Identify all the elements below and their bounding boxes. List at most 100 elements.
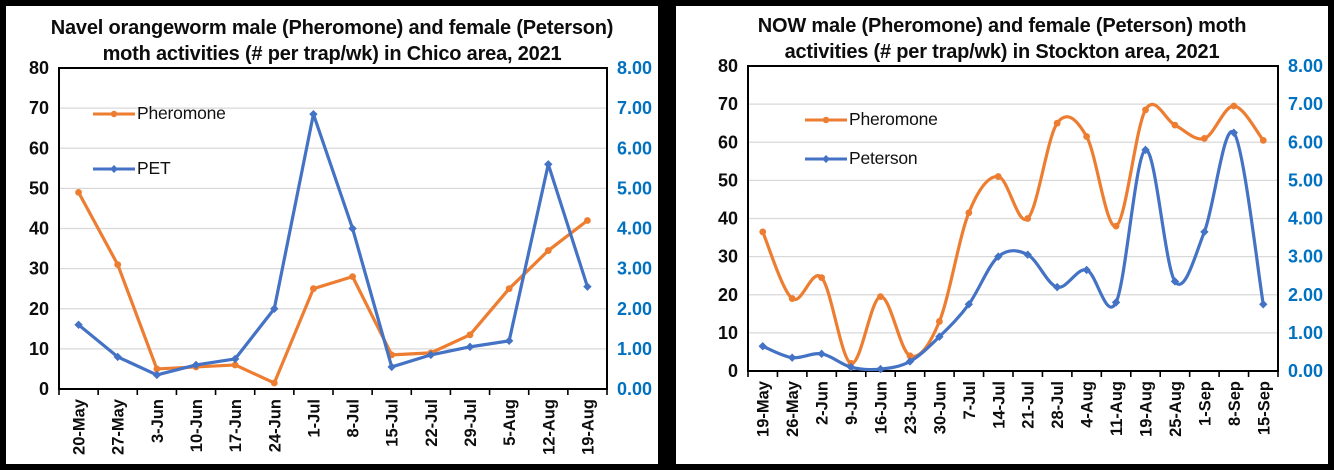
svg-text:25-Aug: 25-Aug [1167, 381, 1185, 437]
chart-title-chico: Navel orangeworm male (Pheromone) and fe… [6, 15, 658, 67]
svg-text:1-Sep: 1-Sep [1196, 381, 1214, 426]
svg-text:8-Sep: 8-Sep [1226, 381, 1244, 426]
svg-text:6.00: 6.00 [1288, 132, 1323, 152]
legend-item-peterson[interactable]: Peterson [804, 148, 938, 169]
svg-text:30-Jun: 30-Jun [931, 381, 949, 434]
svg-text:10-Jun: 10-Jun [188, 399, 206, 452]
svg-text:24-Jun: 24-Jun [266, 399, 284, 452]
x-axis-ticks [58, 389, 608, 395]
chart-title-line2: activities (# per trap/wk) in Stockton a… [784, 41, 1220, 63]
svg-text:3.00: 3.00 [617, 259, 652, 279]
y-axis-left-labels: 0 10 20 30 40 50 60 70 80 [718, 56, 738, 381]
svg-text:70: 70 [718, 94, 738, 114]
legend-item-pheromone[interactable]: Pheromone [92, 103, 226, 124]
legend-label: Pheromone [849, 109, 938, 129]
y-axis-right-labels: 0.00 1.00 2.00 3.00 4.00 5.00 6.00 7.00 8.00 [617, 58, 652, 399]
svg-text:40: 40 [718, 209, 738, 229]
svg-text:5-Aug: 5-Aug [501, 399, 519, 446]
svg-text:2.00: 2.00 [1288, 285, 1323, 305]
svg-text:7.00: 7.00 [1288, 94, 1323, 114]
svg-text:6.00: 6.00 [617, 138, 652, 158]
svg-text:15-Jul: 15-Jul [384, 399, 402, 447]
svg-text:0: 0 [728, 361, 738, 381]
svg-text:50: 50 [718, 170, 738, 190]
svg-text:20: 20 [29, 299, 49, 319]
chart-panel-stockton: NOW male (Pheromone) and female (Peterso… [676, 6, 1328, 464]
svg-text:19-Aug: 19-Aug [579, 399, 597, 455]
svg-text:12-Aug: 12-Aug [540, 399, 558, 455]
svg-text:2-Jun: 2-Jun [814, 381, 832, 425]
svg-text:3.00: 3.00 [1288, 247, 1323, 267]
legend-swatch-pheromone [93, 110, 135, 117]
svg-text:1.00: 1.00 [617, 339, 652, 359]
svg-text:8-Jul: 8-Jul [345, 399, 363, 438]
legend-swatch-pheromone [805, 116, 847, 123]
legend-label: Peterson [849, 148, 918, 168]
svg-text:0.00: 0.00 [617, 379, 652, 399]
svg-text:19-Aug: 19-Aug [1138, 381, 1156, 437]
chart-panel-chico: Navel orangeworm male (Pheromone) and fe… [6, 6, 658, 464]
svg-text:5.00: 5.00 [617, 178, 652, 198]
svg-text:3-Jun: 3-Jun [149, 399, 167, 443]
svg-text:21-Jul: 21-Jul [1020, 381, 1038, 429]
legend-item-pet[interactable]: PET [92, 158, 226, 179]
svg-text:14-Jul: 14-Jul [990, 381, 1008, 429]
svg-text:60: 60 [29, 138, 49, 158]
chart-title-line1: NOW male (Pheromone) and female (Peterso… [757, 15, 1247, 37]
svg-text:80: 80 [718, 56, 738, 76]
svg-text:4.00: 4.00 [1288, 209, 1323, 229]
svg-text:20-May: 20-May [71, 398, 89, 455]
svg-text:26-May: 26-May [784, 380, 802, 437]
svg-text:5.00: 5.00 [1288, 170, 1323, 190]
legend-chico: Pheromone PET [92, 103, 226, 179]
svg-text:60: 60 [718, 132, 738, 152]
svg-text:16-Jun: 16-Jun [873, 381, 891, 434]
svg-text:0.00: 0.00 [1288, 361, 1323, 381]
svg-text:19-May: 19-May [755, 380, 773, 437]
svg-text:0: 0 [39, 379, 49, 399]
y-axis-right-labels: 0.00 1.00 2.00 3.00 4.00 5.00 6.00 7.00 8.00 [1288, 56, 1323, 381]
series-pet[interactable] [74, 109, 592, 380]
svg-text:23-Jun: 23-Jun [902, 381, 920, 434]
svg-text:10: 10 [29, 339, 49, 359]
svg-text:4-Aug: 4-Aug [1079, 381, 1097, 428]
chart-plot-chico: 0 10 20 30 40 50 60 70 80 0.00 1.00 2.00 3.00 4.00 5.0… [29, 58, 652, 455]
gridlines [748, 103, 1278, 334]
svg-text:2.00: 2.00 [617, 299, 652, 319]
svg-text:17-Jun: 17-Jun [227, 399, 245, 452]
svg-text:80: 80 [29, 58, 49, 78]
svg-text:7.00: 7.00 [617, 98, 652, 118]
chart-title-line2: moth activities (# per trap/wk) in Chico… [102, 43, 562, 65]
series-pheromone[interactable] [75, 188, 591, 387]
legend-swatch-pet [93, 164, 135, 173]
svg-text:4.00: 4.00 [617, 219, 652, 239]
svg-text:7-Jul: 7-Jul [961, 381, 979, 420]
svg-text:50: 50 [29, 178, 49, 198]
chart-title-line1: Navel orangeworm male (Pheromone) and fe… [50, 17, 614, 39]
svg-text:27-May: 27-May [110, 398, 128, 455]
x-axis-labels: 19-May 26-May 2-Jun 9-Jun 16-Jun 23-Jun 30-Jun… [755, 380, 1274, 437]
svg-text:15-Sep: 15-Sep [1255, 381, 1273, 435]
svg-text:10: 10 [718, 323, 738, 343]
svg-text:20: 20 [718, 285, 738, 305]
svg-text:1-Jul: 1-Jul [305, 399, 323, 438]
svg-text:29-Jul: 29-Jul [462, 399, 480, 447]
svg-text:28-Jul: 28-Jul [1049, 381, 1067, 429]
svg-text:40: 40 [29, 219, 49, 239]
svg-text:8.00: 8.00 [1288, 56, 1323, 76]
svg-text:30: 30 [29, 259, 49, 279]
x-axis-labels: 20-May 27-May 3-Jun 10-Jun 17-Jun 24-Jun 1-Jul… [71, 398, 598, 455]
svg-text:11-Aug: 11-Aug [1108, 381, 1126, 436]
x-axis-ticks [747, 371, 1279, 377]
svg-text:22-Jul: 22-Jul [423, 399, 441, 447]
legend-swatch-peterson [805, 154, 847, 163]
svg-text:1.00: 1.00 [1288, 323, 1323, 343]
svg-text:30: 30 [718, 247, 738, 267]
chart-plot-stockton: 0 10 20 30 40 50 60 70 80 0.00 1.00 2.00 3.00 4.00 5.0… [718, 56, 1323, 437]
svg-text:70: 70 [29, 98, 49, 118]
legend-stockton: Pheromone Peterson [804, 109, 938, 169]
legend-item-pheromone[interactable]: Pheromone [804, 109, 938, 130]
svg-text:8.00: 8.00 [617, 58, 652, 78]
chart-title-stockton: NOW male (Pheromone) and female (Peterso… [676, 13, 1328, 65]
